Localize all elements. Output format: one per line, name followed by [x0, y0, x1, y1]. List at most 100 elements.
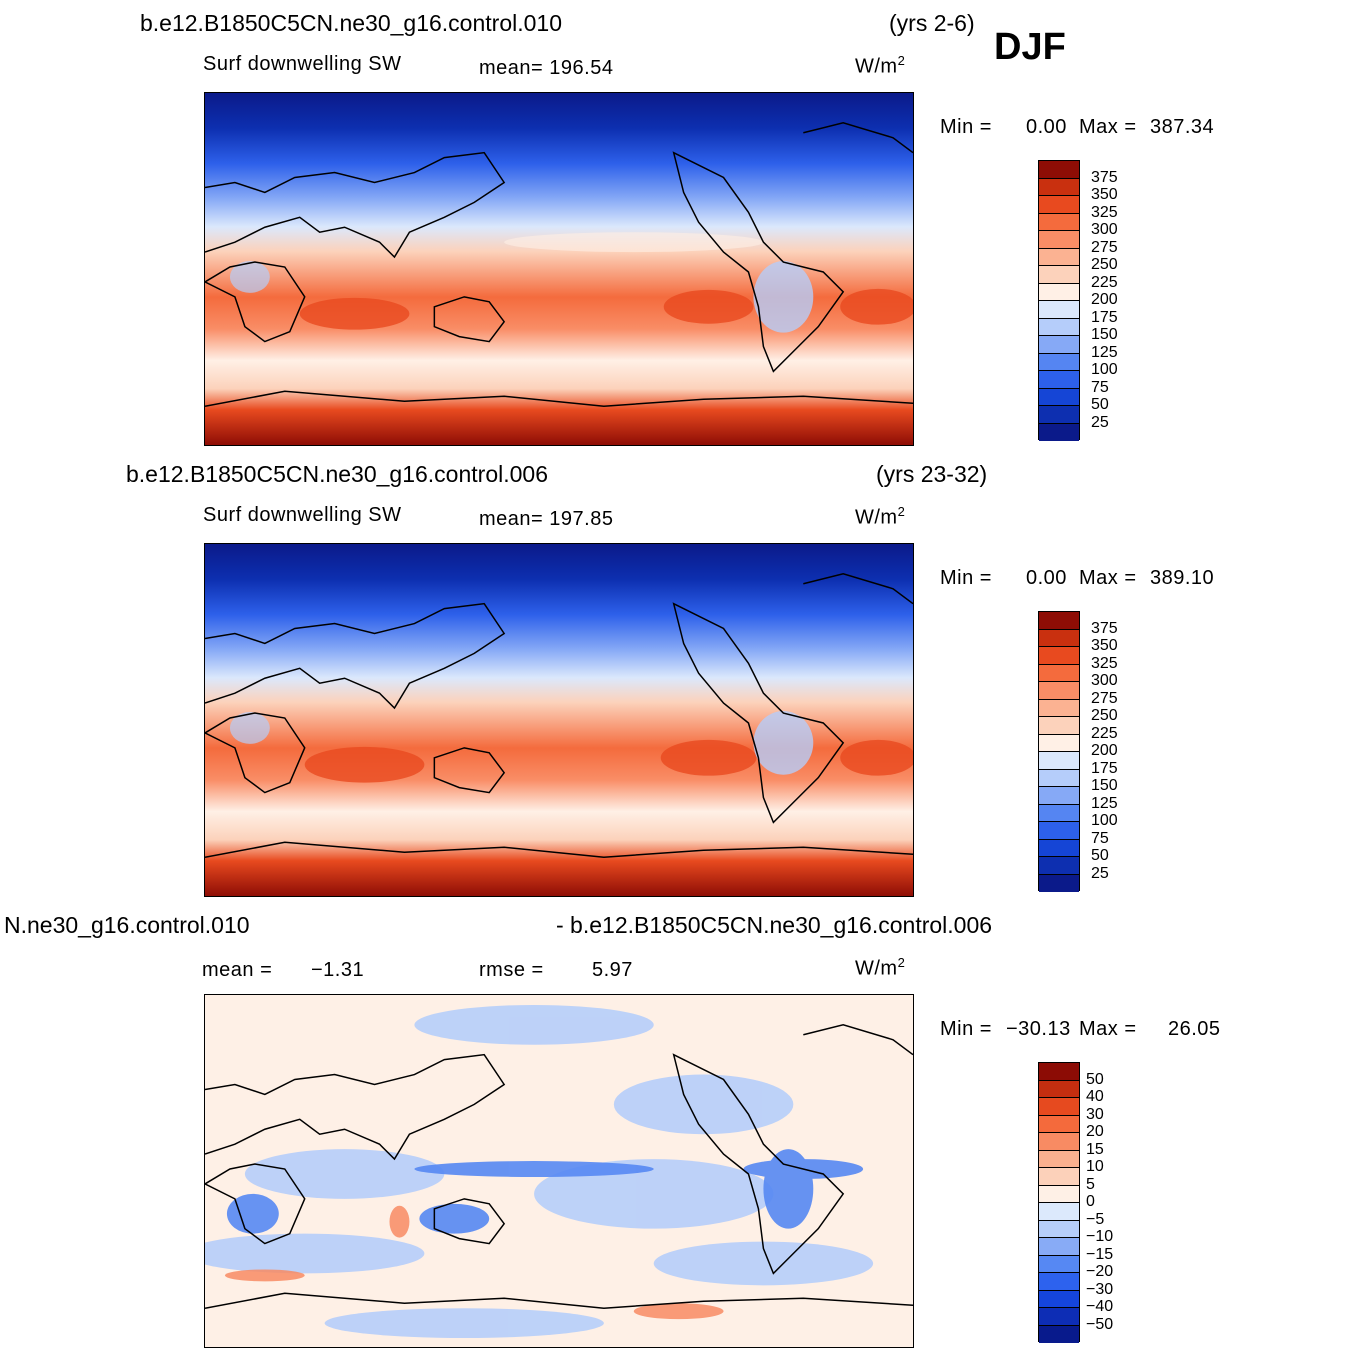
colorbar-label: 325 [1091, 654, 1118, 672]
panel2-map [204, 543, 914, 897]
panel2-colorbar [1038, 611, 1080, 892]
colorbar-label: −50 [1086, 1315, 1114, 1333]
colorbar-label: 250 [1091, 707, 1118, 724]
colorbar-label: 375 [1091, 168, 1118, 186]
colorbar-swatch [1039, 318, 1079, 336]
colorbar-swatch [1039, 213, 1079, 231]
colorbar-label: 300 [1091, 672, 1118, 689]
colorbar-swatch [1039, 1290, 1079, 1308]
colorbar-label: −10 [1086, 1228, 1114, 1245]
colorbar-swatch [1039, 248, 1079, 266]
colorbar-swatch [1039, 283, 1079, 301]
panel3-map-field [205, 995, 913, 1347]
panel2-variable: Surf downwelling SW [203, 504, 402, 526]
colorbar-label: 75 [1091, 378, 1109, 396]
colorbar-label: −30 [1086, 1280, 1114, 1298]
colorbar-label: 150 [1091, 326, 1118, 343]
panel3-case-left: N.ne30_g16.control.010 [4, 912, 250, 938]
colorbar-swatch [1039, 839, 1079, 857]
colorbar-swatch [1039, 406, 1079, 424]
colorbar-label: 100 [1091, 812, 1118, 829]
panel1-variable: Surf downwelling SW [203, 53, 402, 75]
colorbar-swatch [1039, 1080, 1079, 1098]
colorbar-label: 225 [1091, 273, 1118, 291]
colorbar-label: −5 [1086, 1210, 1105, 1228]
panel1-min-value: 0.00 [1026, 116, 1067, 138]
panel3-min-label: Min = [940, 1018, 992, 1040]
colorbar-swatch [1039, 769, 1079, 787]
panel3-case-right: - b.e12.B1850C5CN.ne30_g16.control.006 [556, 912, 993, 938]
colorbar-swatch [1039, 1308, 1079, 1326]
colorbar-label: 350 [1091, 637, 1118, 654]
colorbar-label: 150 [1091, 777, 1118, 794]
panel2-max-label: Max = [1079, 567, 1137, 589]
colorbar-label: 15 [1086, 1140, 1104, 1158]
panel2-map-field [205, 544, 913, 896]
colorbar-swatch [1039, 1168, 1079, 1186]
panel3-map [204, 994, 914, 1348]
colorbar-label: 275 [1091, 689, 1118, 707]
season-label: DJF [994, 26, 1066, 68]
panel1-max-label: Max = [1079, 116, 1137, 138]
colorbar-swatch [1039, 1185, 1079, 1203]
colorbar-label: −20 [1086, 1263, 1114, 1280]
panel1-years: (yrs 2-6) [889, 10, 975, 36]
panel3-rmse-label: rmse = [479, 959, 544, 981]
colorbar-swatch [1039, 804, 1079, 822]
colorbar-swatch [1039, 734, 1079, 752]
colorbar-swatch [1039, 1255, 1079, 1273]
colorbar-swatch [1039, 1238, 1079, 1256]
colorbar-swatch [1039, 301, 1079, 319]
colorbar-label: 275 [1091, 238, 1118, 256]
panel1-map-field [205, 93, 913, 445]
panel1-min-label: Min = [940, 116, 992, 138]
panel3-mean-label: mean = [202, 959, 273, 981]
colorbar-swatch [1039, 336, 1079, 354]
colorbar-swatch [1039, 371, 1079, 389]
colorbar-swatch [1039, 1133, 1079, 1151]
colorbar-label: 175 [1091, 759, 1118, 777]
colorbar-label: 200 [1091, 742, 1118, 759]
panel2-min-label: Min = [940, 567, 992, 589]
panel1-colorbar [1038, 160, 1080, 441]
colorbar-swatch [1039, 1273, 1079, 1291]
colorbar-swatch [1039, 161, 1079, 179]
colorbar-label: 250 [1091, 256, 1118, 273]
colorbar-label: 50 [1091, 847, 1109, 864]
colorbar-label: 50 [1086, 1070, 1104, 1088]
colorbar-label: 100 [1091, 361, 1118, 378]
colorbar-swatch [1039, 1098, 1079, 1116]
colorbar-label: 5 [1086, 1175, 1095, 1193]
colorbar-label: 10 [1086, 1158, 1104, 1175]
colorbar-label: 30 [1086, 1105, 1104, 1123]
colorbar-swatch [1039, 857, 1079, 875]
colorbar-swatch [1039, 423, 1079, 441]
colorbar-label: 200 [1091, 291, 1118, 308]
colorbar-swatch [1039, 874, 1079, 892]
colorbar-swatch [1039, 647, 1079, 665]
colorbar-label: 300 [1091, 221, 1118, 238]
panel2-years: (yrs 23-32) [876, 461, 988, 487]
colorbar-label: 50 [1091, 396, 1109, 413]
colorbar-label: 175 [1091, 308, 1118, 326]
panel1-max-value: 387.34 [1150, 116, 1215, 138]
colorbar-label: 40 [1086, 1088, 1104, 1105]
colorbar-swatch [1039, 388, 1079, 406]
panel3-min-value: −30.13 [1006, 1018, 1071, 1040]
colorbar-label: 25 [1091, 864, 1109, 882]
panel1-case-title: b.e12.B1850C5CN.ne30_g16.control.010 [140, 10, 562, 36]
colorbar-swatch [1039, 787, 1079, 805]
colorbar-label: −40 [1086, 1298, 1114, 1315]
colorbar-label: 375 [1091, 619, 1118, 637]
panel2-min-value: 0.00 [1026, 567, 1067, 589]
panel2-max-value: 389.10 [1150, 567, 1215, 589]
colorbar-swatch [1039, 682, 1079, 700]
panel3-mean-value: −1.31 [311, 959, 365, 981]
colorbar-swatch [1039, 717, 1079, 735]
colorbar-swatch [1039, 196, 1079, 214]
colorbar-swatch [1039, 1115, 1079, 1133]
colorbar-swatch [1039, 699, 1079, 717]
colorbar-swatch [1039, 1325, 1079, 1343]
panel3-max-value: 26.05 [1168, 1018, 1221, 1040]
colorbar-swatch [1039, 1220, 1079, 1238]
